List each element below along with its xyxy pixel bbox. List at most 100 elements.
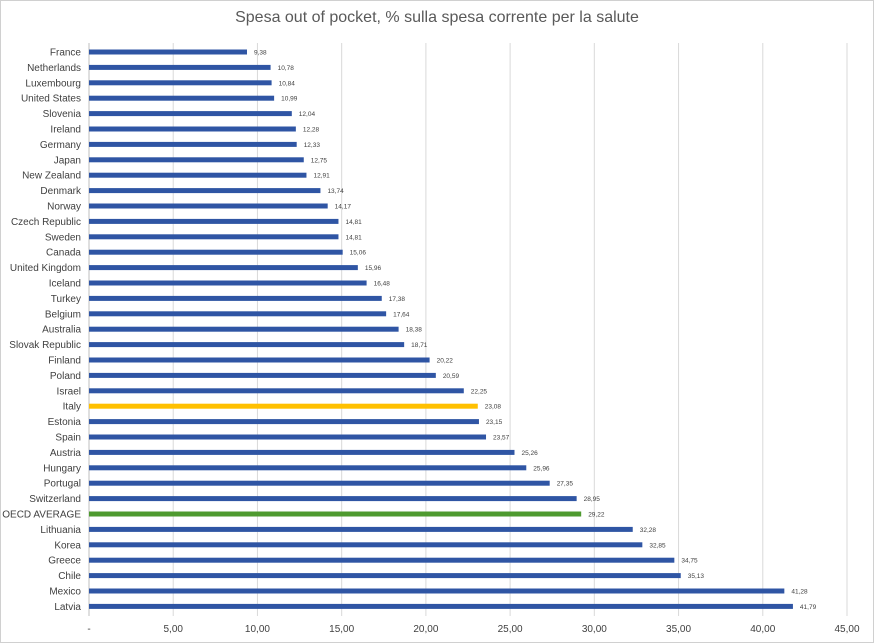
x-tick-label: 25,00 [498,624,523,635]
bar [89,203,328,209]
category-label: Germany [40,140,81,151]
category-label: Turkey [51,294,81,305]
value-label: 18,71 [411,342,428,349]
category-label: OECD AVERAGE [2,510,81,521]
value-label: 25,96 [533,465,550,472]
bar [89,188,321,194]
bar [89,295,382,301]
value-label: 23,57 [493,435,510,442]
value-label: 25,26 [521,450,538,457]
bar [89,80,272,86]
category-label: Canada [46,248,81,259]
value-label: 16,48 [374,281,391,288]
value-label: 29,22 [588,512,605,519]
category-label: Norway [47,202,81,213]
category-label: Portugal [44,479,81,490]
category-label: Australia [42,325,81,336]
x-tick-label: 5,00 [163,624,183,635]
value-label: 13,74 [327,188,344,195]
category-label: Slovak Republic [9,340,81,351]
bar [89,357,430,363]
category-label: Sweden [45,232,81,243]
value-label: 17,64 [393,311,410,318]
x-tick-label: - [87,624,90,635]
value-label: 23,15 [486,419,503,426]
value-label: 20,22 [437,358,454,365]
bar [89,496,577,502]
value-label: 14,81 [345,219,362,226]
category-label: Denmark [40,186,82,197]
category-label: Italy [63,402,81,413]
category-label: Netherlands [27,63,81,74]
value-label: 18,38 [406,327,423,334]
category-label: Finland [48,356,81,367]
x-tick-label: 40,00 [750,624,775,635]
bar [89,234,339,240]
category-label: Iceland [49,279,81,290]
value-label: 12,04 [299,111,316,118]
bar [89,249,343,255]
bar [89,265,358,271]
bar [89,434,487,440]
value-label: 15,96 [365,265,382,272]
category-label: Austria [50,448,82,459]
bar [89,372,436,378]
category-label: United Kingdom [10,263,81,274]
bar [89,403,478,409]
bar [89,141,297,147]
value-label: 22,25 [471,388,488,395]
category-label: Belgium [45,309,81,320]
value-label: 15,06 [350,250,367,257]
x-tick-label: 35,00 [666,624,691,635]
category-label: Ireland [50,125,81,136]
category-label: United States [21,94,81,105]
category-label: Hungary [43,463,81,474]
category-label: Lithuania [40,525,81,536]
value-label: 41,28 [791,589,808,596]
value-label: 17,38 [389,296,406,303]
category-label: Japan [54,155,81,166]
bar [89,588,785,594]
category-label: Israel [57,386,81,397]
category-label: Chile [58,571,81,582]
bar [89,419,479,425]
value-label: 12,75 [311,157,328,164]
value-label: 9,38 [254,50,267,57]
bar [89,449,515,455]
value-label: 34,75 [681,558,698,565]
bar [89,172,307,178]
category-label: Slovenia [43,109,82,120]
value-label: 32,85 [649,542,666,549]
category-label: Greece [48,556,81,567]
x-tick-label: 10,00 [245,624,270,635]
bar [89,157,304,163]
bar [89,480,550,486]
chart-title: Spesa out of pocket, % sulla spesa corre… [235,9,639,26]
category-label: Latvia [54,602,81,613]
bar [89,603,793,609]
bar [89,111,292,117]
value-label: 10,99 [281,96,298,103]
category-label: Switzerland [29,494,81,505]
value-label: 35,13 [688,573,705,580]
value-label: 10,78 [278,65,295,72]
category-label: New Zealand [22,171,81,182]
value-label: 12,33 [304,142,321,149]
bar [89,388,464,394]
bar [89,126,296,132]
bar [89,557,675,563]
bar [89,542,643,548]
category-label: Korea [54,540,81,551]
x-tick-label: 30,00 [582,624,607,635]
category-label: Czech Republic [11,217,81,228]
bar [89,49,248,55]
x-tick-label: 45,00 [834,624,859,635]
value-label: 12,28 [303,127,320,134]
value-label: 14,81 [345,234,362,241]
category-label: France [50,48,82,59]
bar [89,311,387,317]
value-label: 32,28 [640,527,657,534]
value-label: 12,91 [313,173,330,180]
value-label: 23,08 [485,404,502,411]
